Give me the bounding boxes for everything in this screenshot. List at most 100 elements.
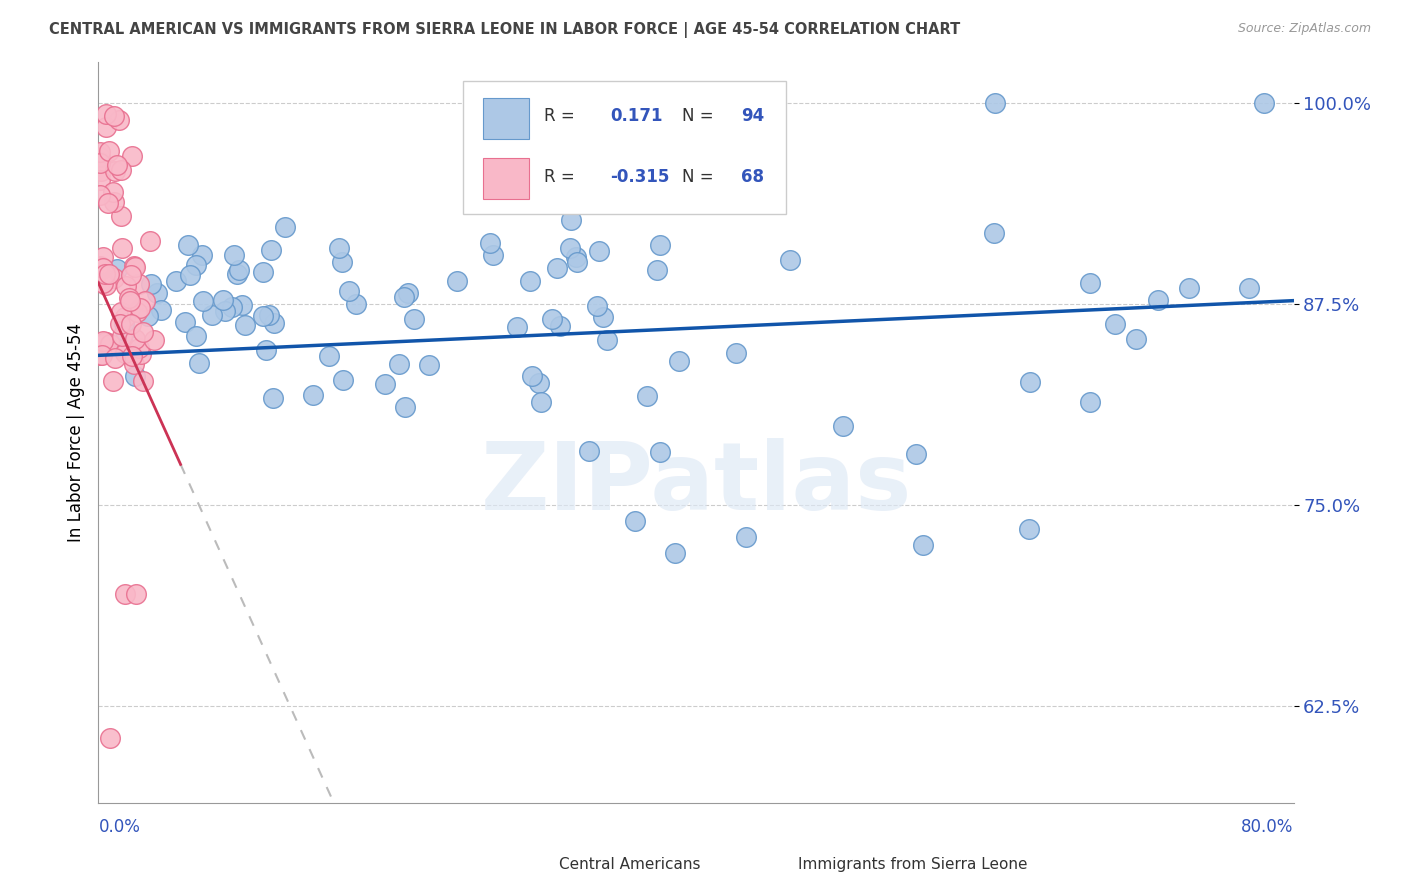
Point (89, 154, 111, 169)
Point (89, 172, 111, 186)
Point (131, 346, 153, 360)
Point (131, 325, 153, 339)
Point (624, 514, 647, 528)
Point (90, 336, 112, 351)
Point (565, 251, 588, 265)
Point (905, 447, 928, 461)
Point (149, 302, 172, 317)
Point (142, 333, 165, 347)
Point (1104, 317, 1126, 331)
Point (1237, 281, 1260, 295)
Point (396, 285, 419, 300)
Point (91, 260, 114, 275)
Point (176, 238, 198, 252)
Point (188, 356, 211, 370)
Point (129, 301, 152, 315)
Point (104, 164, 127, 178)
Text: R =: R = (544, 168, 581, 186)
Point (592, 310, 614, 324)
Point (122, 357, 145, 371)
Point (184, 329, 207, 343)
Point (647, 262, 669, 277)
Point (224, 247, 246, 261)
Point (174, 315, 197, 329)
Text: R =: R = (544, 108, 581, 126)
Point (114, 279, 136, 293)
Point (114, 586, 136, 600)
Point (734, 530, 756, 544)
Point (103, 109, 125, 123)
Point (94, 334, 117, 349)
Point (984, 95, 1007, 110)
Point (585, 299, 607, 313)
Point (179, 268, 201, 283)
Point (118, 294, 141, 309)
Point (114, 324, 136, 338)
Point (138, 310, 160, 324)
Point (318, 349, 340, 363)
Point (527, 376, 550, 390)
Point (103, 194, 125, 209)
Point (1253, 95, 1275, 110)
Point (184, 258, 207, 272)
Point (1146, 293, 1168, 307)
Point (668, 353, 690, 368)
Point (541, 312, 564, 326)
Bar (484, 98, 529, 138)
Point (374, 376, 396, 391)
Point (530, 395, 553, 409)
Point (273, 219, 295, 234)
Point (103, 271, 125, 285)
Bar (484, 159, 529, 199)
Point (141, 277, 163, 292)
Point (337, 284, 360, 298)
Point (124, 332, 146, 346)
Point (96, 278, 118, 293)
Point (1019, 375, 1042, 389)
Point (548, 318, 571, 333)
Point (560, 213, 582, 227)
Point (114, 310, 136, 324)
Point (519, 274, 541, 288)
Text: ZIPatlas: ZIPatlas (481, 439, 911, 531)
Point (89, 145, 111, 160)
Point (254, 343, 277, 358)
Point (98, 731, 122, 746)
Point (121, 349, 143, 363)
Point (392, 290, 415, 304)
Text: 68: 68 (741, 168, 765, 186)
Point (91, 276, 114, 290)
Point (346, 297, 368, 311)
Point (107, 112, 129, 127)
Point (1018, 522, 1040, 536)
Point (90, 164, 112, 178)
Point (89, 348, 111, 362)
Point (262, 391, 284, 405)
Point (165, 274, 187, 288)
Point (479, 235, 502, 250)
Point (110, 304, 132, 318)
Point (93, 334, 115, 348)
Point (121, 149, 143, 163)
Text: Immigrants from Sierra Leone: Immigrants from Sierra Leone (797, 857, 1026, 872)
Text: Source: ZipAtlas.com: Source: ZipAtlas.com (1237, 22, 1371, 36)
Point (235, 318, 257, 333)
Point (89, 150, 111, 164)
Point (98, 267, 121, 281)
Point (100, 337, 122, 351)
Point (252, 265, 274, 279)
Point (115, 340, 138, 354)
Text: 80.0%: 80.0% (1241, 819, 1294, 837)
Point (108, 317, 131, 331)
Point (125, 305, 148, 319)
Point (96, 120, 118, 134)
Point (446, 274, 468, 288)
Point (124, 369, 146, 384)
Point (125, 586, 148, 600)
Point (110, 209, 132, 223)
Point (1178, 281, 1201, 295)
Point (832, 419, 855, 434)
Point (301, 388, 323, 402)
Text: 0.171: 0.171 (610, 108, 662, 126)
Point (578, 444, 600, 458)
